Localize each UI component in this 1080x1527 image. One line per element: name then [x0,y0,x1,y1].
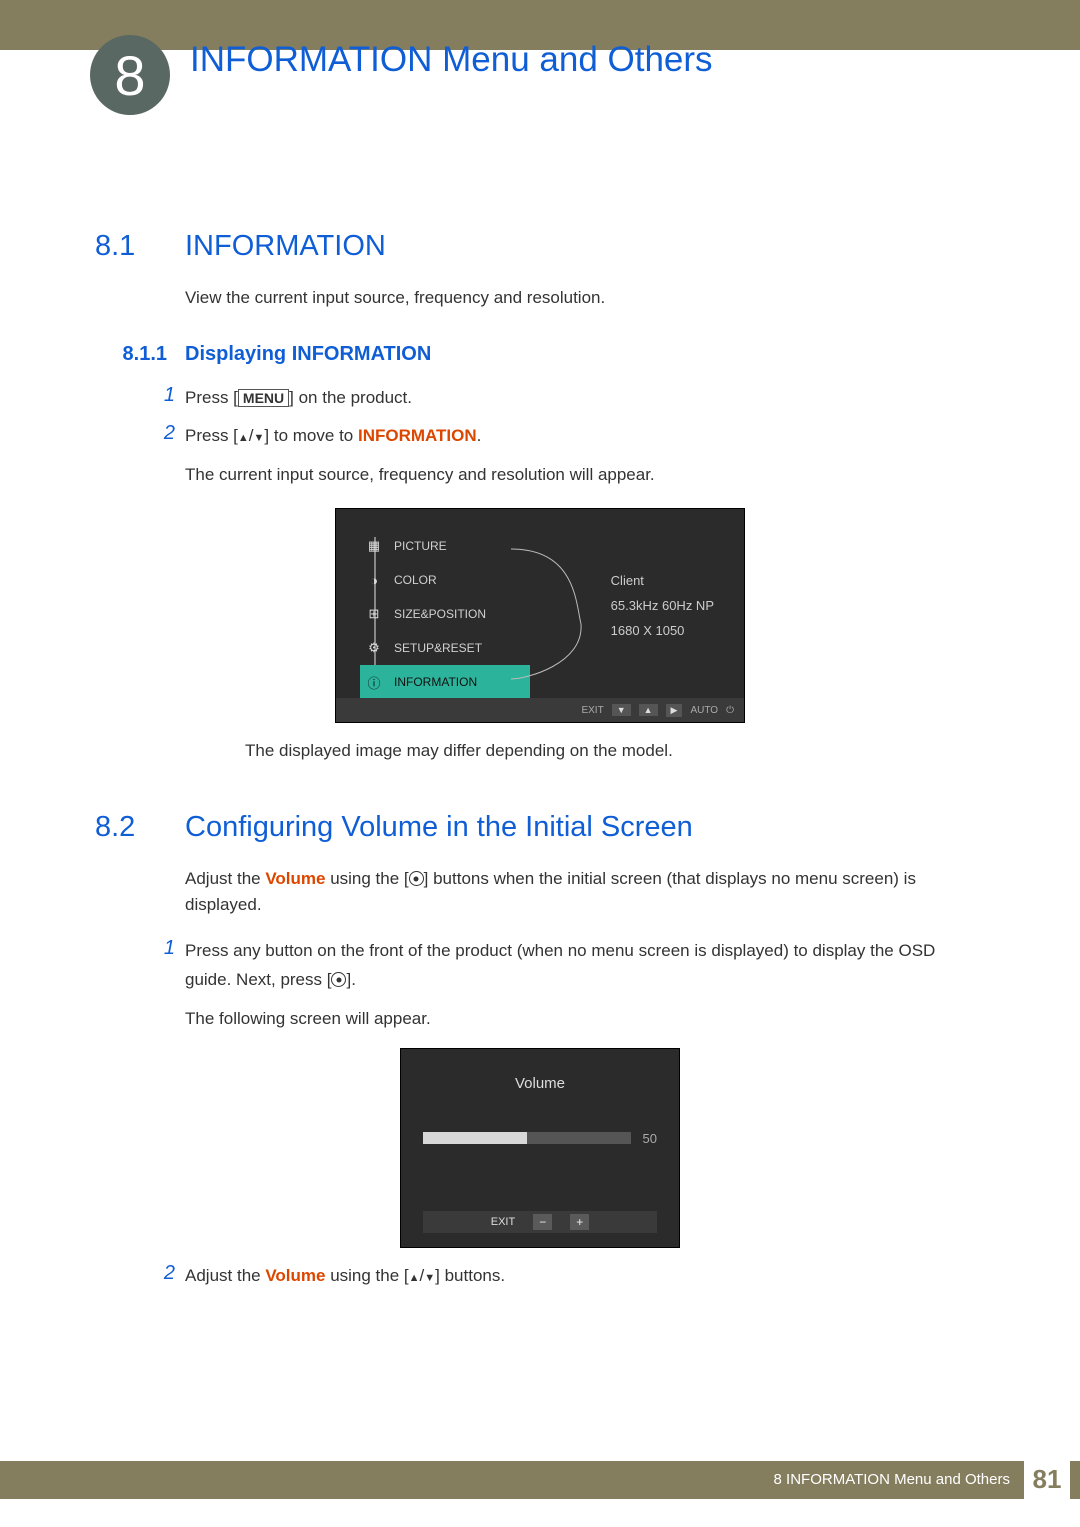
osd2-bottom-bar: EXIT − + [423,1211,657,1233]
info-freq: 65.3kHz 60Hz NP [611,594,714,619]
volume-bold: Volume [265,869,325,888]
subsection-number: 8.1.1 [95,343,185,366]
menu-key: MENU [238,389,289,407]
osd-volume-screenshot: Volume 50 EXIT − + [400,1048,680,1248]
power-icon: ⏻ [726,705,734,716]
subsection-8-1-1-heading: 8.1.1 Displaying INFORMATION [95,343,985,366]
volume-bar-fill [423,1132,527,1144]
osd-information-screenshot: ▦PICTURE ◑COLOR ⊞SIZE&POSITION ⚙SETUP&RE… [335,508,745,723]
chapter-title: INFORMATION Menu and Others [190,40,713,80]
volume-value: 50 [643,1131,657,1146]
down-arrow-icon [254,426,265,445]
plus-button-icon: + [570,1214,589,1230]
info-res: 1680 X 1050 [611,619,714,644]
exit-label: EXIT [581,705,603,716]
step-text-post: ] on the product. [289,388,412,407]
picture-icon: ▦ [364,536,384,556]
up-button-icon: ▲ [639,704,658,716]
play-button-icon: ▶ [666,704,683,717]
step-number: 1 [163,937,185,960]
step1-post: ]. [346,970,355,989]
down-button-icon: ▼ [612,704,631,716]
step-end: . [477,426,482,445]
info-client: Client [611,569,714,594]
footer: 8 INFORMATION Menu and Others 81 [0,1461,1080,1499]
setup-icon: ⚙ [364,638,384,658]
circle-dot-icon [331,972,346,987]
step-number: 2 [163,1262,185,1285]
volume-title: Volume [401,1075,679,1092]
chapter-number-badge: 8 [90,35,170,115]
step-number: 1 [163,384,185,407]
step1-sub: The following screen will appear. [185,1005,985,1034]
step-2: 2 Press [/] to move to INFORMATION. [163,422,985,451]
page-number: 81 [1024,1461,1070,1499]
footer-chapter-ref: 8 INFORMATION Menu and Others [774,1471,1010,1488]
volume-bar-track [423,1132,631,1144]
step-text-post: ] to move to [264,426,358,445]
osd-bottom-bar: EXIT ▼ ▲ ▶ AUTO ⏻ [336,698,744,722]
target-name: INFORMATION [358,426,477,445]
step-2: 2 Adjust the Volume using the [/] button… [163,1262,985,1291]
minus-button-icon: − [533,1214,552,1230]
section-8-1-heading: 8.1 INFORMATION [95,230,985,263]
step-1: 1 Press any button on the front of the p… [163,937,985,995]
osd-menu-item-selected: ⓘINFORMATION [360,665,530,699]
info-icon: ⓘ [364,672,384,692]
section-8-2-heading: 8.2 Configuring Volume in the Initial Sc… [95,811,985,844]
exit-label: EXIT [491,1216,515,1228]
auto-label: AUTO [690,705,718,716]
section-number: 8.2 [95,811,185,844]
section-title: Configuring Volume in the Initial Screen [185,811,693,844]
step-number: 2 [163,422,185,445]
section-8-2-intro: Adjust the Volume using the [] buttons w… [185,866,985,917]
color-icon: ◑ [364,570,384,590]
step1-text: Press any button on the front of the pro… [185,941,935,989]
step-2-sub: The current input source, frequency and … [185,461,985,490]
volume-bold: Volume [265,1266,325,1285]
down-arrow-icon [424,1266,435,1285]
subsection-title: Displaying INFORMATION [185,343,431,366]
size-icon: ⊞ [364,604,384,624]
up-arrow-icon [238,426,249,445]
up-arrow-icon [409,1266,420,1285]
section-8-1-intro: View the current input source, frequency… [185,285,985,311]
osd-info-panel: Client 65.3kHz 60Hz NP 1680 X 1050 [611,569,714,643]
osd1-caption: The displayed image may differ depending… [245,741,985,761]
step-text-pre: Press [ [185,426,238,445]
step-1: 1 Press [MENU] on the product. [163,384,985,413]
section-number: 8.1 [95,230,185,263]
step-text-pre: Press [ [185,388,238,407]
section-title: INFORMATION [185,230,386,263]
circle-dot-icon [409,871,424,886]
